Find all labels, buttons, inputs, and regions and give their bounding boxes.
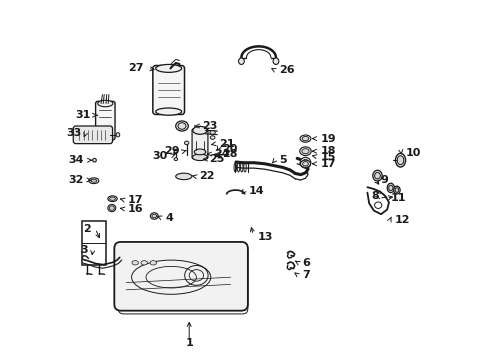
Text: 26: 26 [279,65,295,75]
Text: 33: 33 [66,128,81,138]
Text: 5: 5 [279,155,287,165]
Ellipse shape [152,214,157,218]
Ellipse shape [373,170,382,181]
Ellipse shape [397,156,404,165]
Ellipse shape [194,149,206,155]
Ellipse shape [178,123,186,129]
Ellipse shape [389,185,393,191]
Ellipse shape [93,158,97,162]
FancyBboxPatch shape [114,242,248,311]
Ellipse shape [395,153,406,167]
Ellipse shape [89,178,99,184]
Ellipse shape [174,158,178,161]
Ellipse shape [174,149,178,153]
Ellipse shape [141,261,147,265]
Ellipse shape [395,188,399,192]
Text: 9: 9 [380,175,388,185]
FancyBboxPatch shape [74,126,113,144]
Text: 17: 17 [320,159,336,169]
Text: 11: 11 [391,193,406,203]
Ellipse shape [108,196,117,202]
Text: 17: 17 [128,195,144,205]
Ellipse shape [303,162,308,166]
Ellipse shape [156,108,182,115]
Ellipse shape [193,154,208,161]
Text: 22: 22 [199,171,215,181]
Ellipse shape [393,186,400,194]
Text: 6: 6 [303,258,311,268]
Text: 10: 10 [405,148,420,158]
Ellipse shape [150,261,156,265]
Ellipse shape [116,133,120,137]
Ellipse shape [98,100,113,107]
Text: 27: 27 [128,63,144,73]
Ellipse shape [176,121,188,131]
Text: 19: 19 [320,134,336,144]
Ellipse shape [210,131,215,134]
Text: 3: 3 [81,245,88,255]
Text: 15: 15 [320,152,336,162]
Text: 29: 29 [164,146,179,156]
Ellipse shape [302,159,309,166]
Text: 24: 24 [215,149,230,159]
Text: 1: 1 [185,338,193,348]
Text: 20: 20 [222,144,238,154]
Text: 13: 13 [258,232,273,242]
FancyBboxPatch shape [96,101,115,140]
Ellipse shape [193,126,207,134]
Text: 25: 25 [209,154,224,164]
Bar [82,221,106,265]
Text: 31: 31 [75,110,90,120]
Ellipse shape [210,136,215,139]
Text: 21: 21 [219,139,234,149]
Ellipse shape [300,147,311,156]
Ellipse shape [387,183,394,193]
FancyBboxPatch shape [153,66,185,114]
Ellipse shape [176,173,192,180]
Ellipse shape [302,136,309,141]
Ellipse shape [91,179,97,182]
Ellipse shape [108,204,116,212]
Ellipse shape [98,135,113,140]
Ellipse shape [273,58,279,64]
Text: 7: 7 [303,270,310,280]
Ellipse shape [110,197,116,200]
Ellipse shape [156,64,182,72]
Text: 2: 2 [83,224,91,234]
Ellipse shape [109,206,114,210]
Text: 4: 4 [166,213,173,223]
Text: 30: 30 [152,150,168,161]
Text: 12: 12 [394,215,410,225]
Text: 28: 28 [222,149,238,159]
Ellipse shape [150,213,158,219]
Ellipse shape [302,149,309,154]
Ellipse shape [239,58,245,64]
Text: 16: 16 [128,204,144,214]
FancyBboxPatch shape [192,129,208,159]
Text: 14: 14 [248,186,264,196]
Text: 32: 32 [68,175,84,185]
Ellipse shape [374,172,380,179]
Ellipse shape [300,160,311,167]
Text: 8: 8 [371,191,379,201]
Ellipse shape [185,141,189,145]
Ellipse shape [300,135,311,142]
Text: 34: 34 [68,155,84,165]
Text: 23: 23 [202,121,217,131]
Text: 18: 18 [320,146,336,156]
Ellipse shape [300,157,311,168]
Ellipse shape [132,261,139,265]
